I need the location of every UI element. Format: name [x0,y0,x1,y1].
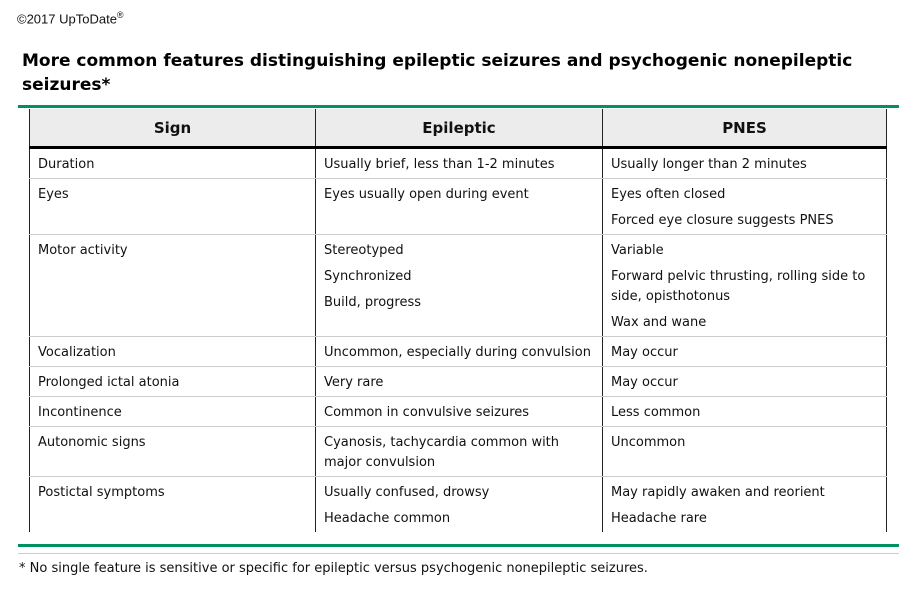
sign-cell: Vocalization [29,336,316,367]
footnote: * No single feature is sensitive or spec… [19,561,648,576]
pnes-item: Wax and wane [611,315,707,330]
table-row: Vocalization Uncommon, especially during … [29,336,887,367]
sign-cell: Prolonged ictal atonia [29,366,316,397]
table-row: Postictal symptoms Usually confused, drow… [29,476,887,532]
pnes-item: Usually longer than 2 minutes [611,157,807,172]
epileptic-item: Eyes usually open during event [324,187,529,202]
epileptic-item: Headache common [324,511,451,526]
epileptic-cell: Common in convulsive seizures [315,396,603,427]
pnes-item: Forced eye closure suggests PNES [611,213,834,228]
column-header-sign: Sign [29,109,316,149]
header-row: Sign Epileptic PNES [29,109,887,149]
epileptic-item: Usually brief, less than 1-2 minutes [324,157,555,172]
epileptic-cell: Uncommon, especially during convulsion [315,336,603,367]
epileptic-cell: Stereotyped Synchronized Build, progress [315,234,603,337]
epileptic-item: Build, progress [324,295,422,310]
pnes-item: Eyes often closed [611,187,726,202]
pnes-item: Less common [611,405,701,420]
epileptic-cell: Usually confused, drowsy Headache common [315,476,603,532]
copyright: ©2017 UpToDate® [17,10,124,26]
pnes-item: Headache rare [611,511,707,526]
epileptic-item: Usually confused, drowsy [324,485,490,500]
pnes-item: Variable [611,243,664,258]
sign-cell: Eyes [29,178,316,235]
page-title: More common features distinguishing epil… [22,51,853,95]
table-row: Motor activity Stereotyped Synchronized Bui… [29,234,887,337]
table-row: Duration Usually brief, less than 1-2 min… [29,147,887,179]
pnes-cell: Variable Forward pelvic thrusting, rollin… [602,234,887,337]
epileptic-item: Cyanosis, tachycardia common with major … [324,435,560,470]
column-header-epileptic: Epileptic [315,109,603,149]
epileptic-item: Uncommon, especially during convulsion [324,345,591,360]
pnes-item: May occur [611,375,678,390]
epileptic-cell: Usually brief, less than 1-2 minutes [315,147,603,179]
epileptic-cell: Very rare [315,366,603,397]
sign-cell: Autonomic signs [29,426,316,477]
features-table: Sign Epileptic PNES Duration Usually brie… [29,109,887,532]
epileptic-item: Very rare [324,375,384,390]
pnes-cell: May rapidly awaken and reorient Headache … [602,476,887,532]
pnes-item: May rapidly awaken and reorient [611,485,825,500]
registered-mark: ® [116,10,124,20]
table-row: Eyes Eyes usually open during event Eyes o… [29,178,887,235]
sign-cell: Duration [29,147,316,179]
pnes-item: Uncommon [611,435,686,450]
sign-cell: Postictal symptoms [29,476,316,532]
footnote-divider [18,553,899,554]
table-row: Incontinence Common in convulsive seizure… [29,396,887,427]
epileptic-item: Synchronized [324,269,412,284]
epileptic-item: Stereotyped [324,243,404,258]
pnes-cell: Uncommon [602,426,887,477]
sign-cell: Motor activity [29,234,316,337]
pnes-item: Forward pelvic thrusting, rolling side t… [611,269,866,304]
pnes-cell: May occur [602,366,887,397]
top-divider [18,105,899,108]
pnes-cell: Eyes often closed Forced eye closure sugg… [602,178,887,235]
epileptic-cell: Eyes usually open during event [315,178,603,235]
pnes-cell: May occur [602,336,887,367]
epileptic-item: Common in convulsive seizures [324,405,530,420]
copyright-text: ©2017 UpToDate [17,11,117,27]
table-row: Prolonged ictal atonia Very rare May occur [29,366,887,397]
pnes-cell: Less common [602,396,887,427]
column-header-pnes: PNES [602,109,887,149]
pnes-cell: Usually longer than 2 minutes [602,147,887,179]
table-row: Autonomic signs Cyanosis, tachycardia com… [29,426,887,477]
sign-cell: Incontinence [29,396,316,427]
pnes-item: May occur [611,345,678,360]
epileptic-cell: Cyanosis, tachycardia common with major … [315,426,603,477]
bottom-divider [18,544,899,547]
